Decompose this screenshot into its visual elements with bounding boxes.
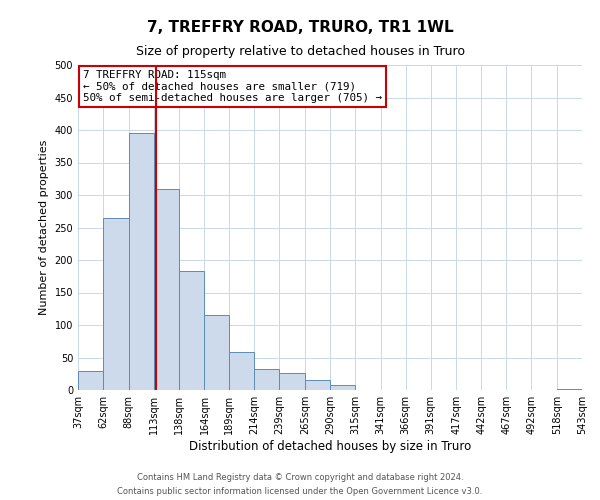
Text: 7 TREFFRY ROAD: 115sqm
← 50% of detached houses are smaller (719)
50% of semi-de: 7 TREFFRY ROAD: 115sqm ← 50% of detached… [83,70,382,103]
Y-axis label: Number of detached properties: Number of detached properties [39,140,49,315]
Text: 7, TREFFRY ROAD, TRURO, TR1 1WL: 7, TREFFRY ROAD, TRURO, TR1 1WL [146,20,454,35]
Text: Contains HM Land Registry data © Crown copyright and database right 2024.: Contains HM Land Registry data © Crown c… [137,472,463,482]
Bar [254,369,279,390]
Text: Size of property relative to detached houses in Truro: Size of property relative to detached ho… [136,45,464,58]
Bar [129,133,154,390]
Bar [305,380,330,390]
Bar [103,218,129,390]
Bar [229,352,254,390]
Bar [279,373,305,390]
X-axis label: Distribution of detached houses by size in Truro: Distribution of detached houses by size … [189,440,471,453]
Bar [330,386,355,390]
Text: Contains public sector information licensed under the Open Government Licence v3: Contains public sector information licen… [118,488,482,496]
Bar [205,314,229,390]
Bar [179,271,205,390]
Bar [78,370,103,390]
Bar [154,188,179,390]
Bar [557,388,582,390]
